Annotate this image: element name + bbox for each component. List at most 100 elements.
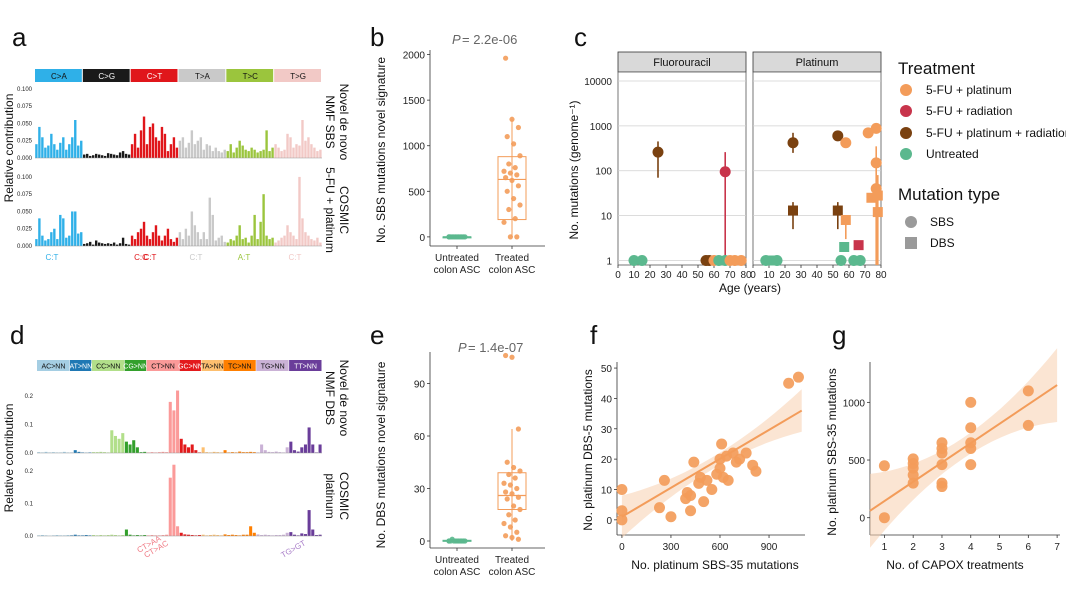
x-tick-label: Untreated	[435, 555, 479, 566]
sbs-bar	[103, 155, 107, 158]
sbs-bar	[286, 225, 289, 246]
sbs-bar	[35, 239, 38, 246]
dbs-bar	[102, 452, 107, 453]
sbs-bar	[169, 239, 173, 246]
dbs-bar	[205, 452, 209, 453]
dbs-bar	[179, 532, 183, 536]
sbs-point	[636, 255, 648, 267]
sbs-bar	[71, 137, 74, 158]
dbs-bar	[146, 535, 150, 536]
y-tick-label: 0.2	[25, 469, 34, 475]
panel-a-ylabel: Relative contribution	[2, 94, 16, 203]
data-point	[1022, 419, 1034, 431]
dbs-bar	[113, 435, 117, 453]
sbs-point	[652, 146, 664, 158]
sbs-bar	[62, 218, 65, 246]
data-point	[965, 396, 977, 408]
sbs-bar	[109, 243, 113, 246]
dbs-bar	[135, 535, 139, 536]
dbs-bar	[314, 535, 318, 536]
dbs-bar	[271, 452, 275, 453]
dbs-bar	[292, 450, 297, 453]
dbs-bar	[296, 535, 300, 536]
dbs-bar	[139, 535, 143, 536]
dbs-bar	[165, 452, 169, 453]
x-tick-label: 70	[859, 270, 871, 281]
sbs-bar	[133, 133, 137, 158]
sbs-bar	[172, 241, 176, 246]
sbs-point	[787, 137, 799, 149]
dbs-bar	[212, 451, 216, 453]
panel-e-pvalue-label: P	[458, 340, 467, 355]
sbs-bar	[319, 242, 322, 246]
x-tick-label: 900	[761, 542, 778, 553]
dbs-bar	[183, 444, 187, 453]
dbs-bar	[249, 451, 253, 453]
y-tick-label: 0.075	[17, 104, 33, 110]
sbs-point	[870, 157, 882, 169]
sbs-bar	[313, 147, 316, 158]
panel-a: a C>A C>G C>T T>A T>C T>G 0.100 0.075 0.050 0.02…	[2, 22, 351, 262]
legend: Treatment 5-FU + platinum 5-FU + radiati…	[898, 59, 1066, 250]
dbs-category-label: AC>NN	[41, 364, 65, 371]
y-tick-label: 100	[595, 167, 612, 178]
data-point	[936, 459, 948, 471]
legend-item-5fu-platinum: 5-FU + platinum	[926, 83, 1012, 97]
sbs-bar	[229, 239, 232, 246]
dbs-category-label: AT>NN	[70, 364, 93, 371]
legend-swatch-untreated	[900, 148, 912, 160]
dbs-bar	[143, 451, 147, 453]
x-tick-label: 0	[619, 542, 625, 553]
sbs-bar	[44, 240, 47, 246]
dbs-bar	[208, 535, 212, 536]
dbs-bar	[161, 535, 165, 536]
sbs-bar	[100, 155, 104, 158]
dbs-bar	[194, 535, 198, 536]
data-point	[517, 202, 523, 208]
dbs-bar	[113, 535, 117, 536]
sbs-bar	[166, 228, 170, 246]
sbs-bar	[154, 225, 158, 246]
x-tick-label: 600	[712, 542, 729, 553]
y-tick-label: 0.075	[17, 192, 33, 198]
sbs-category-label: C>G	[98, 72, 115, 81]
sbs-bar	[109, 153, 113, 158]
dbs-bar	[271, 535, 275, 536]
sbs-bar	[77, 233, 80, 246]
sbs-bar	[241, 145, 244, 158]
dbs-bar	[307, 510, 311, 536]
x-tick-label: 10	[628, 270, 640, 281]
box-body	[497, 156, 527, 221]
sbs-bar	[44, 147, 47, 158]
sbs-bar	[232, 152, 235, 158]
sbs-bar	[38, 218, 41, 246]
data-point	[506, 206, 512, 213]
data-point	[506, 161, 512, 167]
dbs-bar	[73, 450, 77, 453]
dbs-bar	[176, 526, 180, 536]
dbs-bar	[187, 447, 191, 453]
data-point	[517, 506, 523, 513]
dbs-bar	[168, 401, 172, 453]
dbs-bar	[66, 535, 70, 536]
legend-mutation-title: Mutation type	[898, 185, 1000, 204]
dbs-bar	[208, 452, 212, 453]
data-point	[878, 460, 890, 472]
sbs-bar	[202, 232, 206, 246]
dbs-bar	[117, 535, 121, 536]
dbs-bar	[307, 427, 311, 453]
sbs-bar	[59, 142, 62, 158]
sbs-bar	[127, 154, 131, 158]
sbs-bar	[319, 149, 322, 158]
dbs-bar	[241, 534, 245, 536]
dbs-bar	[110, 534, 114, 536]
legend-item-untreated: Untreated	[926, 147, 979, 161]
data-point	[512, 165, 518, 171]
data-point	[907, 477, 919, 489]
mutation-annotation: C:C	[134, 253, 148, 262]
dbs-point	[832, 205, 843, 216]
dbs-category-box	[179, 360, 201, 371]
sbs-bar	[262, 149, 265, 158]
sbs-bar	[235, 235, 238, 246]
